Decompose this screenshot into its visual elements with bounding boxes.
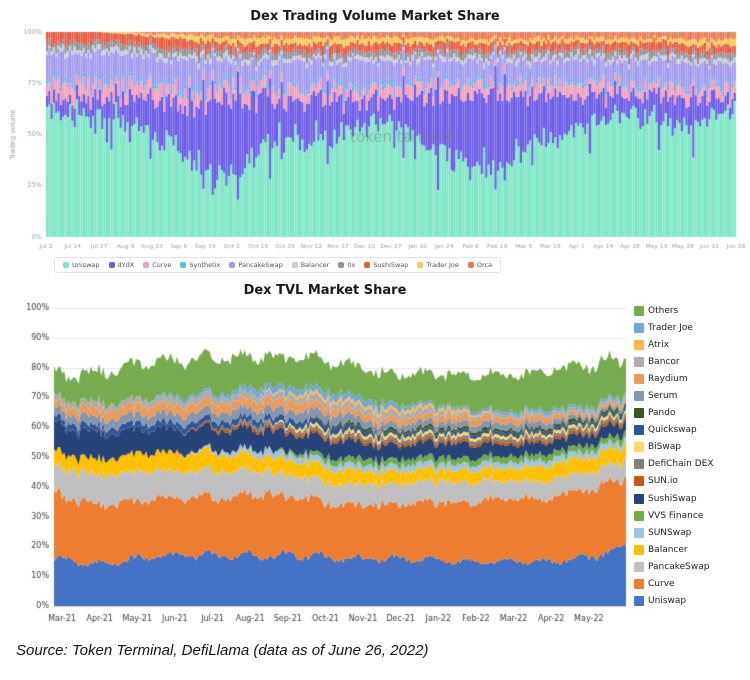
legend-item-pancakeswap[interactable]: PancakeSwap xyxy=(229,261,283,269)
legend-item-0x[interactable]: 0x xyxy=(338,261,355,269)
legend-item-pando[interactable]: Pando xyxy=(634,408,740,419)
legend-swatch-balancer xyxy=(291,262,298,268)
legend-swatch-defichain-dex xyxy=(634,459,644,470)
legend-swatch-uniswap xyxy=(63,262,69,268)
source-note: Source: Token Terminal, DefiLlama (data … xyxy=(16,642,429,659)
legend-label: SushiSwap xyxy=(648,493,697,504)
legend-item-dydx[interactable]: dYdX xyxy=(108,261,135,269)
legend-label: SUNSwap xyxy=(648,527,692,538)
legend-item-defichain-dex[interactable]: DefiChain DEX xyxy=(634,459,740,470)
legend-label: Others xyxy=(648,306,679,316)
volume-chart-section: Dex Trading Volume Market Share Uniswap d… xyxy=(0,0,750,273)
legend-item-sunswap[interactable]: SUNSwap xyxy=(634,527,740,538)
legend-swatch-0x xyxy=(338,262,345,268)
legend-swatch-balancer xyxy=(634,544,644,555)
legend-swatch-sunswap xyxy=(634,527,644,538)
legend-item-trader-joe[interactable]: Trader Joe xyxy=(417,261,459,269)
legend-label: Bancor xyxy=(648,357,680,368)
legend-label: Pando xyxy=(648,408,676,419)
legend-swatch-sun-io xyxy=(634,476,644,487)
volume-chart-title: Dex Trading Volume Market Share xyxy=(250,9,500,24)
legend-label: Raydium xyxy=(648,374,688,385)
legend-swatch-synthetix xyxy=(180,262,187,268)
volume-chart-canvas[interactable] xyxy=(4,27,746,253)
legend-swatch-orca xyxy=(467,262,474,268)
legend-label: PancakeSwap xyxy=(648,561,710,572)
tvl-chart-canvas[interactable] xyxy=(18,300,632,630)
legend-item-balancer[interactable]: Balancer xyxy=(291,261,330,269)
legend-label: Trader Joe xyxy=(426,261,459,269)
legend-swatch-sushiswap xyxy=(634,493,644,504)
legend-swatch-pancakeswap xyxy=(229,262,236,268)
legend-label: 0x xyxy=(347,261,356,269)
legend-item-uniswap[interactable]: Uniswap xyxy=(634,595,740,606)
legend-label: Orca xyxy=(476,261,493,269)
legend-item-uniswap[interactable]: Uniswap xyxy=(63,261,100,269)
legend-label: Balancer xyxy=(648,544,688,555)
legend-label: VVS Finance xyxy=(648,510,704,521)
tvl-chart-section: Dex TVL Market Share Others Trader Joe Atr… xyxy=(0,283,750,630)
legend-label: Uniswap xyxy=(72,261,100,269)
legend-swatch-curve xyxy=(634,578,644,589)
legend-swatch-atrix xyxy=(634,340,644,351)
legend-item-curve[interactable]: Curve xyxy=(143,261,171,269)
legend-swatch-dydx xyxy=(108,262,115,268)
legend-swatch-curve xyxy=(143,262,150,268)
legend-label: Balancer xyxy=(300,261,330,269)
legend-label: Curve xyxy=(648,578,675,589)
legend-swatch-sushiswap xyxy=(364,262,371,268)
legend-item-serum[interactable]: Serum xyxy=(634,391,740,402)
legend-swatch-pancakeswap xyxy=(634,561,644,572)
legend-label: Atrix xyxy=(648,340,670,351)
legend-swatch-bancor xyxy=(634,357,644,368)
legend-swatch-uniswap xyxy=(634,595,644,606)
legend-item-balancer[interactable]: Balancer xyxy=(634,544,740,555)
legend-label: Serum xyxy=(648,391,678,402)
legend-label: Uniswap xyxy=(648,595,687,606)
legend-label: SUN.io xyxy=(648,476,678,487)
legend-swatch-quickswap xyxy=(634,425,644,436)
legend-label: DefiChain DEX xyxy=(648,459,714,470)
legend-item-sushiswap[interactable]: SushiSwap xyxy=(634,493,740,504)
legend-item-quickswap[interactable]: Quickswap xyxy=(634,425,740,436)
legend-swatch-vvs-finance xyxy=(634,510,644,521)
legend-item-synthetix[interactable]: Synthetix xyxy=(180,261,220,269)
legend-label: Trader Joe xyxy=(648,323,693,334)
tvl-chart-title: Dex TVL Market Share xyxy=(243,283,407,298)
legend-swatch-trader-joe xyxy=(634,323,644,334)
volume-chart-legend: Uniswap dYdX Curve Synthetix PancakeSwap Bala… xyxy=(54,257,502,273)
legend-swatch-others xyxy=(634,306,644,316)
legend-swatch-raydium xyxy=(634,374,644,385)
legend-item-sushiswap[interactable]: SushiSwap xyxy=(364,261,408,269)
legend-swatch-pando xyxy=(634,408,644,419)
legend-swatch-biswap xyxy=(634,442,644,453)
legend-item-vvs-finance[interactable]: VVS Finance xyxy=(634,510,740,521)
tvl-chart-row: Others Trader Joe Atrix Bancor Raydium Serum P… xyxy=(18,300,750,630)
legend-item-raydium[interactable]: Raydium xyxy=(634,374,740,385)
legend-swatch-trader-joe xyxy=(417,262,424,268)
legend-item-orca[interactable]: Orca xyxy=(467,261,493,269)
legend-item-bancor[interactable]: Bancor xyxy=(634,357,740,368)
legend-item-biswap[interactable]: BiSwap xyxy=(634,442,740,453)
legend-item-trader-joe[interactable]: Trader Joe xyxy=(634,323,740,334)
legend-item-atrix[interactable]: Atrix xyxy=(634,340,740,351)
legend-item-pancakeswap[interactable]: PancakeSwap xyxy=(634,561,740,572)
legend-label: dYdX xyxy=(117,261,135,269)
legend-swatch-serum xyxy=(634,391,644,402)
legend-label: Curve xyxy=(152,261,172,269)
legend-item-others[interactable]: Others xyxy=(634,306,740,316)
legend-label: BiSwap xyxy=(648,442,681,453)
legend-item-curve[interactable]: Curve xyxy=(634,578,740,589)
legend-label: SushiSwap xyxy=(373,261,409,269)
legend-item-sun-io[interactable]: SUN.io xyxy=(634,476,740,487)
legend-label: Synthetix xyxy=(189,261,221,269)
legend-label: Quickswap xyxy=(648,425,697,436)
legend-label: PancakeSwap xyxy=(238,261,283,269)
tvl-chart-legend: Others Trader Joe Atrix Bancor Raydium Serum P… xyxy=(634,306,740,606)
